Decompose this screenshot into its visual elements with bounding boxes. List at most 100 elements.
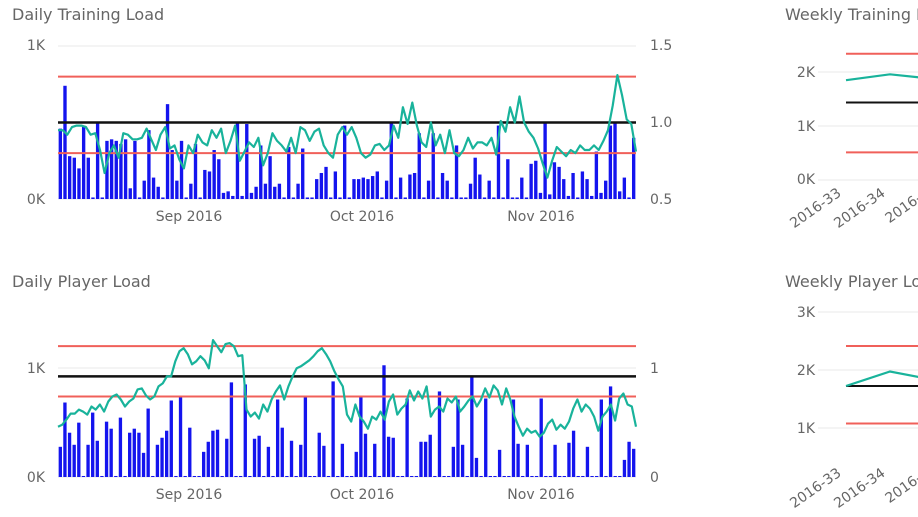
bar xyxy=(484,398,488,477)
weekly-training-load-chart: Weekly Training L 2K 1K 0K 2016-33 2016-… xyxy=(785,5,918,232)
bar xyxy=(221,192,226,199)
bar xyxy=(585,446,590,477)
bar xyxy=(419,441,423,477)
bar xyxy=(299,444,303,477)
bar xyxy=(510,197,515,199)
bar xyxy=(254,186,258,199)
bar xyxy=(581,475,585,477)
bar xyxy=(433,475,437,477)
y-tick-label: 2K xyxy=(797,363,816,379)
bar xyxy=(336,475,340,477)
bar xyxy=(384,180,389,199)
x-tick-label: Sep 2016 xyxy=(156,487,223,503)
y-tick-label: 0K xyxy=(27,192,46,208)
bar xyxy=(599,192,603,199)
bar xyxy=(268,156,272,199)
bar xyxy=(442,475,446,477)
bar xyxy=(426,180,431,199)
bar xyxy=(235,122,240,199)
bar xyxy=(543,122,547,199)
bar xyxy=(356,179,361,199)
bar xyxy=(266,446,271,477)
bar xyxy=(326,475,331,477)
bar xyxy=(91,412,95,477)
plot-area xyxy=(58,45,638,200)
plot-area xyxy=(57,339,638,478)
bar xyxy=(417,133,421,199)
y-tick-label: 1K xyxy=(797,119,816,135)
x-tick-label: Oct 2016 xyxy=(330,487,394,503)
bar xyxy=(217,159,221,199)
bar xyxy=(530,475,534,477)
bar xyxy=(595,475,599,477)
bar xyxy=(285,475,289,477)
x-tick-label: Oct 2016 xyxy=(330,209,394,225)
bar xyxy=(333,171,338,199)
bar xyxy=(128,432,132,477)
bar xyxy=(133,140,137,199)
bar xyxy=(301,148,305,199)
bar xyxy=(151,177,156,199)
bar xyxy=(459,197,463,199)
bar xyxy=(161,197,165,199)
bar xyxy=(482,197,487,199)
bar xyxy=(198,197,202,199)
bar xyxy=(396,475,400,477)
bar xyxy=(262,475,266,477)
bar xyxy=(203,169,207,199)
bar xyxy=(493,475,497,477)
x-tick-label: 2016-3 xyxy=(882,185,918,227)
bar xyxy=(632,448,636,477)
bar xyxy=(312,475,317,477)
bar xyxy=(405,398,409,477)
bar xyxy=(465,475,469,477)
bar xyxy=(436,197,440,199)
bar xyxy=(109,139,114,199)
bar xyxy=(212,150,216,199)
bar xyxy=(141,452,146,477)
bar xyxy=(105,140,109,199)
bar xyxy=(608,125,613,199)
bar xyxy=(58,446,62,477)
bar xyxy=(155,444,160,477)
bar xyxy=(345,475,349,477)
bar xyxy=(178,397,183,477)
bar xyxy=(315,179,319,199)
bar xyxy=(86,157,90,199)
bar xyxy=(534,475,539,477)
bar xyxy=(567,442,571,477)
bar xyxy=(423,441,428,477)
bar xyxy=(347,197,352,199)
bar xyxy=(631,137,636,199)
bar xyxy=(294,475,298,477)
bar xyxy=(627,197,631,199)
bar xyxy=(231,195,235,199)
y2-tick-label: 1.0 xyxy=(650,115,672,131)
bar xyxy=(361,177,365,199)
y-tick-label: 1K xyxy=(27,361,46,377)
bar xyxy=(128,188,132,199)
y2-tick-label: 0 xyxy=(650,470,659,486)
bar xyxy=(58,128,63,199)
bar xyxy=(331,381,335,477)
bar xyxy=(151,475,155,477)
bar xyxy=(192,475,197,477)
bar xyxy=(590,475,594,477)
bar xyxy=(170,150,174,199)
bar xyxy=(613,122,617,199)
bar xyxy=(380,197,384,199)
daily-training-load-chart: Daily Training Load 1K 0K 1.5 1.0 0.5 Se… xyxy=(12,5,672,225)
bar xyxy=(604,180,608,199)
y-tick-label: 1K xyxy=(797,421,816,437)
bar xyxy=(431,133,435,199)
bar xyxy=(72,157,76,199)
bar xyxy=(445,180,449,199)
bar xyxy=(273,186,277,199)
bar xyxy=(225,438,229,477)
bar xyxy=(114,140,118,199)
bar xyxy=(552,162,557,199)
bar xyxy=(562,475,566,477)
bar xyxy=(137,197,142,199)
bar xyxy=(585,179,589,199)
